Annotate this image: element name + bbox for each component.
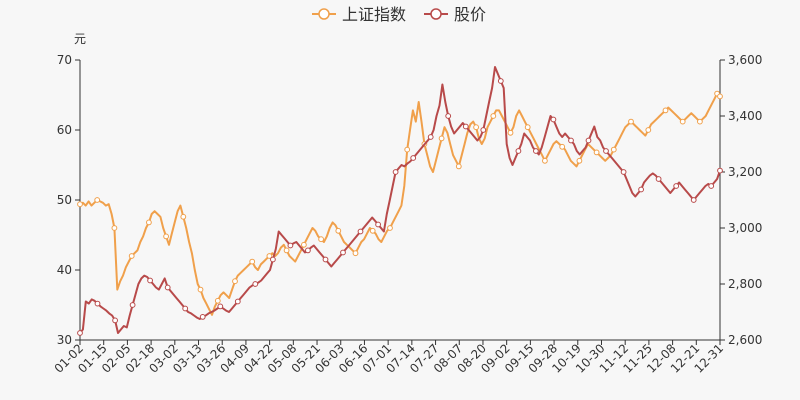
series-point-1[interactable] [411, 156, 416, 161]
series-point-1[interactable] [78, 331, 83, 336]
series-point-0[interactable] [491, 114, 496, 119]
series-point-0[interactable] [319, 237, 324, 242]
legend-item-index[interactable]: 上证指数 [312, 5, 406, 24]
series-point-1[interactable] [674, 184, 679, 189]
series-point-1[interactable] [481, 128, 486, 133]
series-point-0[interactable] [215, 298, 220, 303]
series-point-1[interactable] [639, 187, 644, 192]
legend-price-label: 股价 [454, 5, 486, 24]
series-point-0[interactable] [718, 94, 723, 99]
y-left-tick-label: 50 [57, 193, 72, 207]
legend: 上证指数 股价 [312, 5, 486, 24]
y-right-tick-label: 3,600 [728, 53, 762, 67]
series-point-1[interactable] [463, 124, 468, 129]
series-point-0[interactable] [181, 214, 186, 219]
series-point-0[interactable] [560, 144, 565, 149]
series-point-1[interactable] [604, 149, 609, 154]
series-point-0[interactable] [129, 254, 134, 259]
series-point-1[interactable] [621, 170, 626, 175]
legend-index-label: 上证指数 [342, 5, 406, 24]
series-line-0 [80, 94, 720, 315]
series-point-1[interactable] [376, 222, 381, 227]
y-left-unit: 元 [74, 32, 86, 46]
series-point-1[interactable] [200, 315, 205, 320]
legend-item-stock-price[interactable]: 股价 [424, 5, 486, 24]
y-left-tick-label: 30 [57, 333, 72, 347]
series-point-0[interactable] [147, 220, 152, 225]
series-point-0[interactable] [525, 125, 530, 130]
series-point-1[interactable] [569, 138, 574, 143]
series-point-1[interactable] [516, 149, 521, 154]
series-point-0[interactable] [78, 202, 83, 207]
series-point-0[interactable] [95, 198, 100, 203]
series-point-1[interactable] [253, 282, 258, 287]
series-point-0[interactable] [629, 119, 634, 124]
series-point-1[interactable] [551, 117, 556, 122]
y-right-tick-label: 2,600 [728, 333, 762, 347]
series-point-1[interactable] [113, 318, 118, 323]
series-point-1[interactable] [323, 257, 328, 262]
y-right-tick-label: 3,000 [728, 221, 762, 235]
series-point-1[interactable] [288, 243, 293, 248]
series-point-0[interactable] [698, 119, 703, 124]
series-point-0[interactable] [456, 164, 461, 169]
series-point-0[interactable] [112, 226, 117, 231]
series-point-0[interactable] [594, 150, 599, 155]
series-point-1[interactable] [534, 149, 539, 154]
axes: 30 40 50 60 70 2,600 2,800 3,000 3,200 3,400 3,600 [57, 53, 763, 347]
series-point-0[interactable] [474, 125, 479, 130]
series-point-0[interactable] [164, 234, 169, 239]
y-right-tick-label: 2,800 [728, 277, 762, 291]
y-left-tick-label: 40 [57, 263, 72, 277]
series-point-1[interactable] [306, 248, 311, 253]
series-point-0[interactable] [388, 226, 393, 231]
series-point-1[interactable] [235, 299, 240, 304]
x-axis-ticks: 01-0201-1502-0502-1803-0203-1303-2604-09… [52, 340, 727, 376]
series-point-0[interactable] [405, 147, 410, 152]
series-point-1[interactable] [341, 250, 346, 255]
series-point-0[interactable] [198, 287, 203, 292]
legend-price-swatch-marker [431, 9, 441, 19]
series-group [78, 67, 723, 335]
series-point-1[interactable] [358, 229, 363, 234]
series-point-0[interactable] [543, 158, 548, 163]
series-point-0[interactable] [646, 128, 651, 133]
series-point-0[interactable] [233, 279, 238, 284]
y-left-tick-label: 70 [57, 53, 72, 67]
series-point-0[interactable] [680, 119, 685, 124]
series-point-1[interactable] [218, 304, 223, 309]
series-point-1[interactable] [165, 285, 170, 290]
series-point-0[interactable] [284, 248, 289, 253]
series-point-1[interactable] [130, 303, 135, 308]
series-point-1[interactable] [718, 168, 723, 173]
series-point-1[interactable] [148, 278, 153, 283]
series-point-1[interactable] [428, 135, 433, 140]
series-point-1[interactable] [183, 306, 188, 311]
y-left-tick-label: 60 [57, 123, 72, 137]
series-point-0[interactable] [336, 228, 341, 233]
series-point-1[interactable] [446, 114, 451, 119]
series-point-1[interactable] [95, 301, 100, 306]
series-point-1[interactable] [498, 79, 503, 84]
series-point-0[interactable] [370, 228, 375, 233]
series-point-0[interactable] [439, 136, 444, 141]
legend-index-swatch-marker [319, 9, 329, 19]
series-point-0[interactable] [663, 108, 668, 113]
series-point-0[interactable] [353, 251, 358, 256]
series-point-1[interactable] [271, 257, 276, 262]
series-point-1[interactable] [691, 198, 696, 203]
series-point-0[interactable] [302, 242, 307, 247]
series-point-1[interactable] [709, 184, 714, 189]
series-point-0[interactable] [508, 130, 513, 135]
y-right-tick-label: 3,200 [728, 165, 762, 179]
y-right-tick-label: 3,400 [728, 109, 762, 123]
series-point-1[interactable] [656, 177, 661, 182]
series-point-1[interactable] [586, 138, 591, 143]
series-point-1[interactable] [393, 170, 398, 175]
series-point-0[interactable] [577, 158, 582, 163]
series-point-0[interactable] [611, 147, 616, 152]
series-point-0[interactable] [250, 259, 255, 264]
series-line-1 [80, 67, 720, 333]
